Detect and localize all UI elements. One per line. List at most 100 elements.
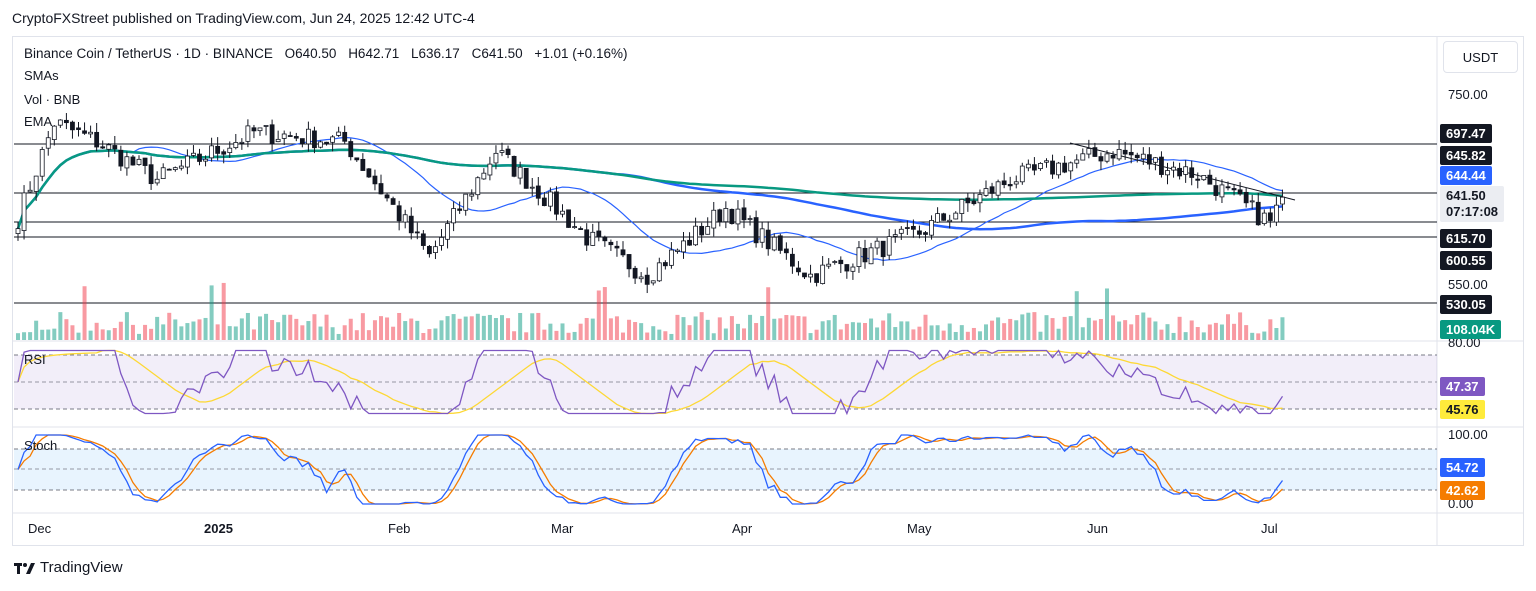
candle-body	[1274, 205, 1278, 222]
candle-body	[815, 274, 819, 283]
candle-body	[161, 168, 165, 179]
volume-bar	[415, 321, 419, 340]
candle-body	[591, 232, 595, 245]
volume-bar	[815, 330, 819, 340]
candle-body	[948, 220, 952, 221]
volume-bar	[46, 330, 50, 340]
volume-bar	[234, 326, 238, 340]
volume-bar	[228, 326, 232, 340]
candle-body	[887, 237, 891, 256]
candle-body	[22, 193, 26, 231]
candle-body	[694, 226, 698, 245]
volume-bar	[875, 327, 879, 340]
last-price-value: 641.50	[1446, 188, 1498, 204]
tradingview-logo[interactable]: TradingView	[14, 559, 123, 576]
legend-open: O640.50	[285, 46, 337, 61]
volume-bar	[270, 320, 274, 340]
candle-body	[645, 275, 649, 284]
tradingview-logo-text: TradingView	[40, 559, 123, 576]
candle-body	[58, 120, 62, 125]
volume-bar	[930, 325, 934, 340]
candle-body	[46, 138, 50, 148]
candle-body	[1051, 161, 1055, 174]
volume-bar	[149, 329, 153, 340]
candle-body	[1268, 213, 1272, 221]
candle-body	[113, 145, 117, 148]
candle-body	[373, 176, 377, 184]
chart-canvas[interactable]	[0, 0, 1536, 591]
rsi-pane-label[interactable]: RSI	[24, 352, 46, 367]
candle-body	[790, 254, 794, 266]
candle-body	[809, 274, 813, 277]
candle-body	[682, 241, 686, 252]
volume-bar	[1244, 325, 1248, 340]
volume-bar	[1226, 314, 1230, 340]
volume-bar	[1184, 332, 1188, 340]
candle-body	[312, 131, 316, 148]
ema-line	[18, 150, 1283, 229]
volume-bar	[554, 331, 558, 340]
legend-ema[interactable]: EMA	[24, 114, 52, 129]
volume-bar	[1159, 330, 1163, 340]
candle-body	[827, 264, 831, 266]
volume-bar	[651, 326, 655, 340]
candle-body	[77, 128, 81, 130]
volume-bar	[688, 325, 692, 340]
volume-bar	[107, 330, 111, 340]
candle-body	[1123, 150, 1127, 154]
volume-bar	[591, 319, 595, 340]
volume-bar	[1063, 317, 1067, 340]
candle-body	[433, 247, 437, 253]
volume-bar	[264, 314, 268, 340]
legend-sma[interactable]: SMAs	[24, 68, 59, 83]
volume-bar	[1208, 324, 1212, 340]
volume-bar	[881, 320, 885, 340]
candle-body	[978, 194, 982, 202]
volume-bar	[1026, 313, 1030, 340]
currency-button[interactable]: USDT	[1443, 41, 1518, 73]
legend-volume[interactable]: Vol · BNB	[24, 92, 80, 107]
candle-body	[149, 165, 153, 184]
candle-body	[561, 211, 565, 214]
volume-bar	[1008, 319, 1012, 340]
volume-bar	[960, 325, 964, 340]
volume-bar	[458, 319, 462, 340]
candle-body	[16, 229, 20, 234]
candle-body	[482, 173, 486, 179]
volume-bar	[633, 322, 637, 340]
stoch-pane-label[interactable]: Stoch	[24, 438, 57, 453]
volume-bar	[542, 330, 546, 340]
candle-body	[167, 169, 171, 170]
candle-body	[319, 142, 323, 147]
volume-bar	[222, 283, 226, 340]
volume-bar	[803, 316, 807, 340]
candle-body	[452, 209, 456, 223]
time-label-feb: Feb	[388, 521, 410, 536]
candle-body	[28, 190, 32, 192]
candle-body	[1172, 167, 1176, 170]
candle-body	[1208, 175, 1212, 184]
volume-bar	[536, 313, 540, 340]
volume-bar	[821, 321, 825, 340]
volume-bar	[173, 319, 177, 340]
volume-bar	[319, 327, 323, 340]
candle-body	[1202, 175, 1206, 179]
candle-body	[942, 214, 946, 221]
volume-bar	[252, 329, 256, 340]
candle-body	[240, 142, 244, 143]
volume-bar	[669, 334, 673, 340]
time-label-jun: Jun	[1087, 521, 1108, 536]
candle-body	[1099, 157, 1103, 161]
volume-bar	[282, 315, 286, 340]
candle-body	[833, 262, 837, 263]
volume-bar	[796, 316, 800, 340]
candle-body	[83, 131, 87, 133]
candle-body	[204, 159, 208, 161]
volume-bar	[246, 313, 250, 340]
volume-bar	[1075, 291, 1079, 340]
volume-bar	[83, 286, 87, 340]
volume-bar	[433, 328, 437, 340]
legend-symbol[interactable]: Binance Coin / TetherUS · 1D · BINANCE	[24, 46, 273, 61]
volume-bar	[403, 321, 407, 340]
candle-body	[1166, 171, 1170, 175]
